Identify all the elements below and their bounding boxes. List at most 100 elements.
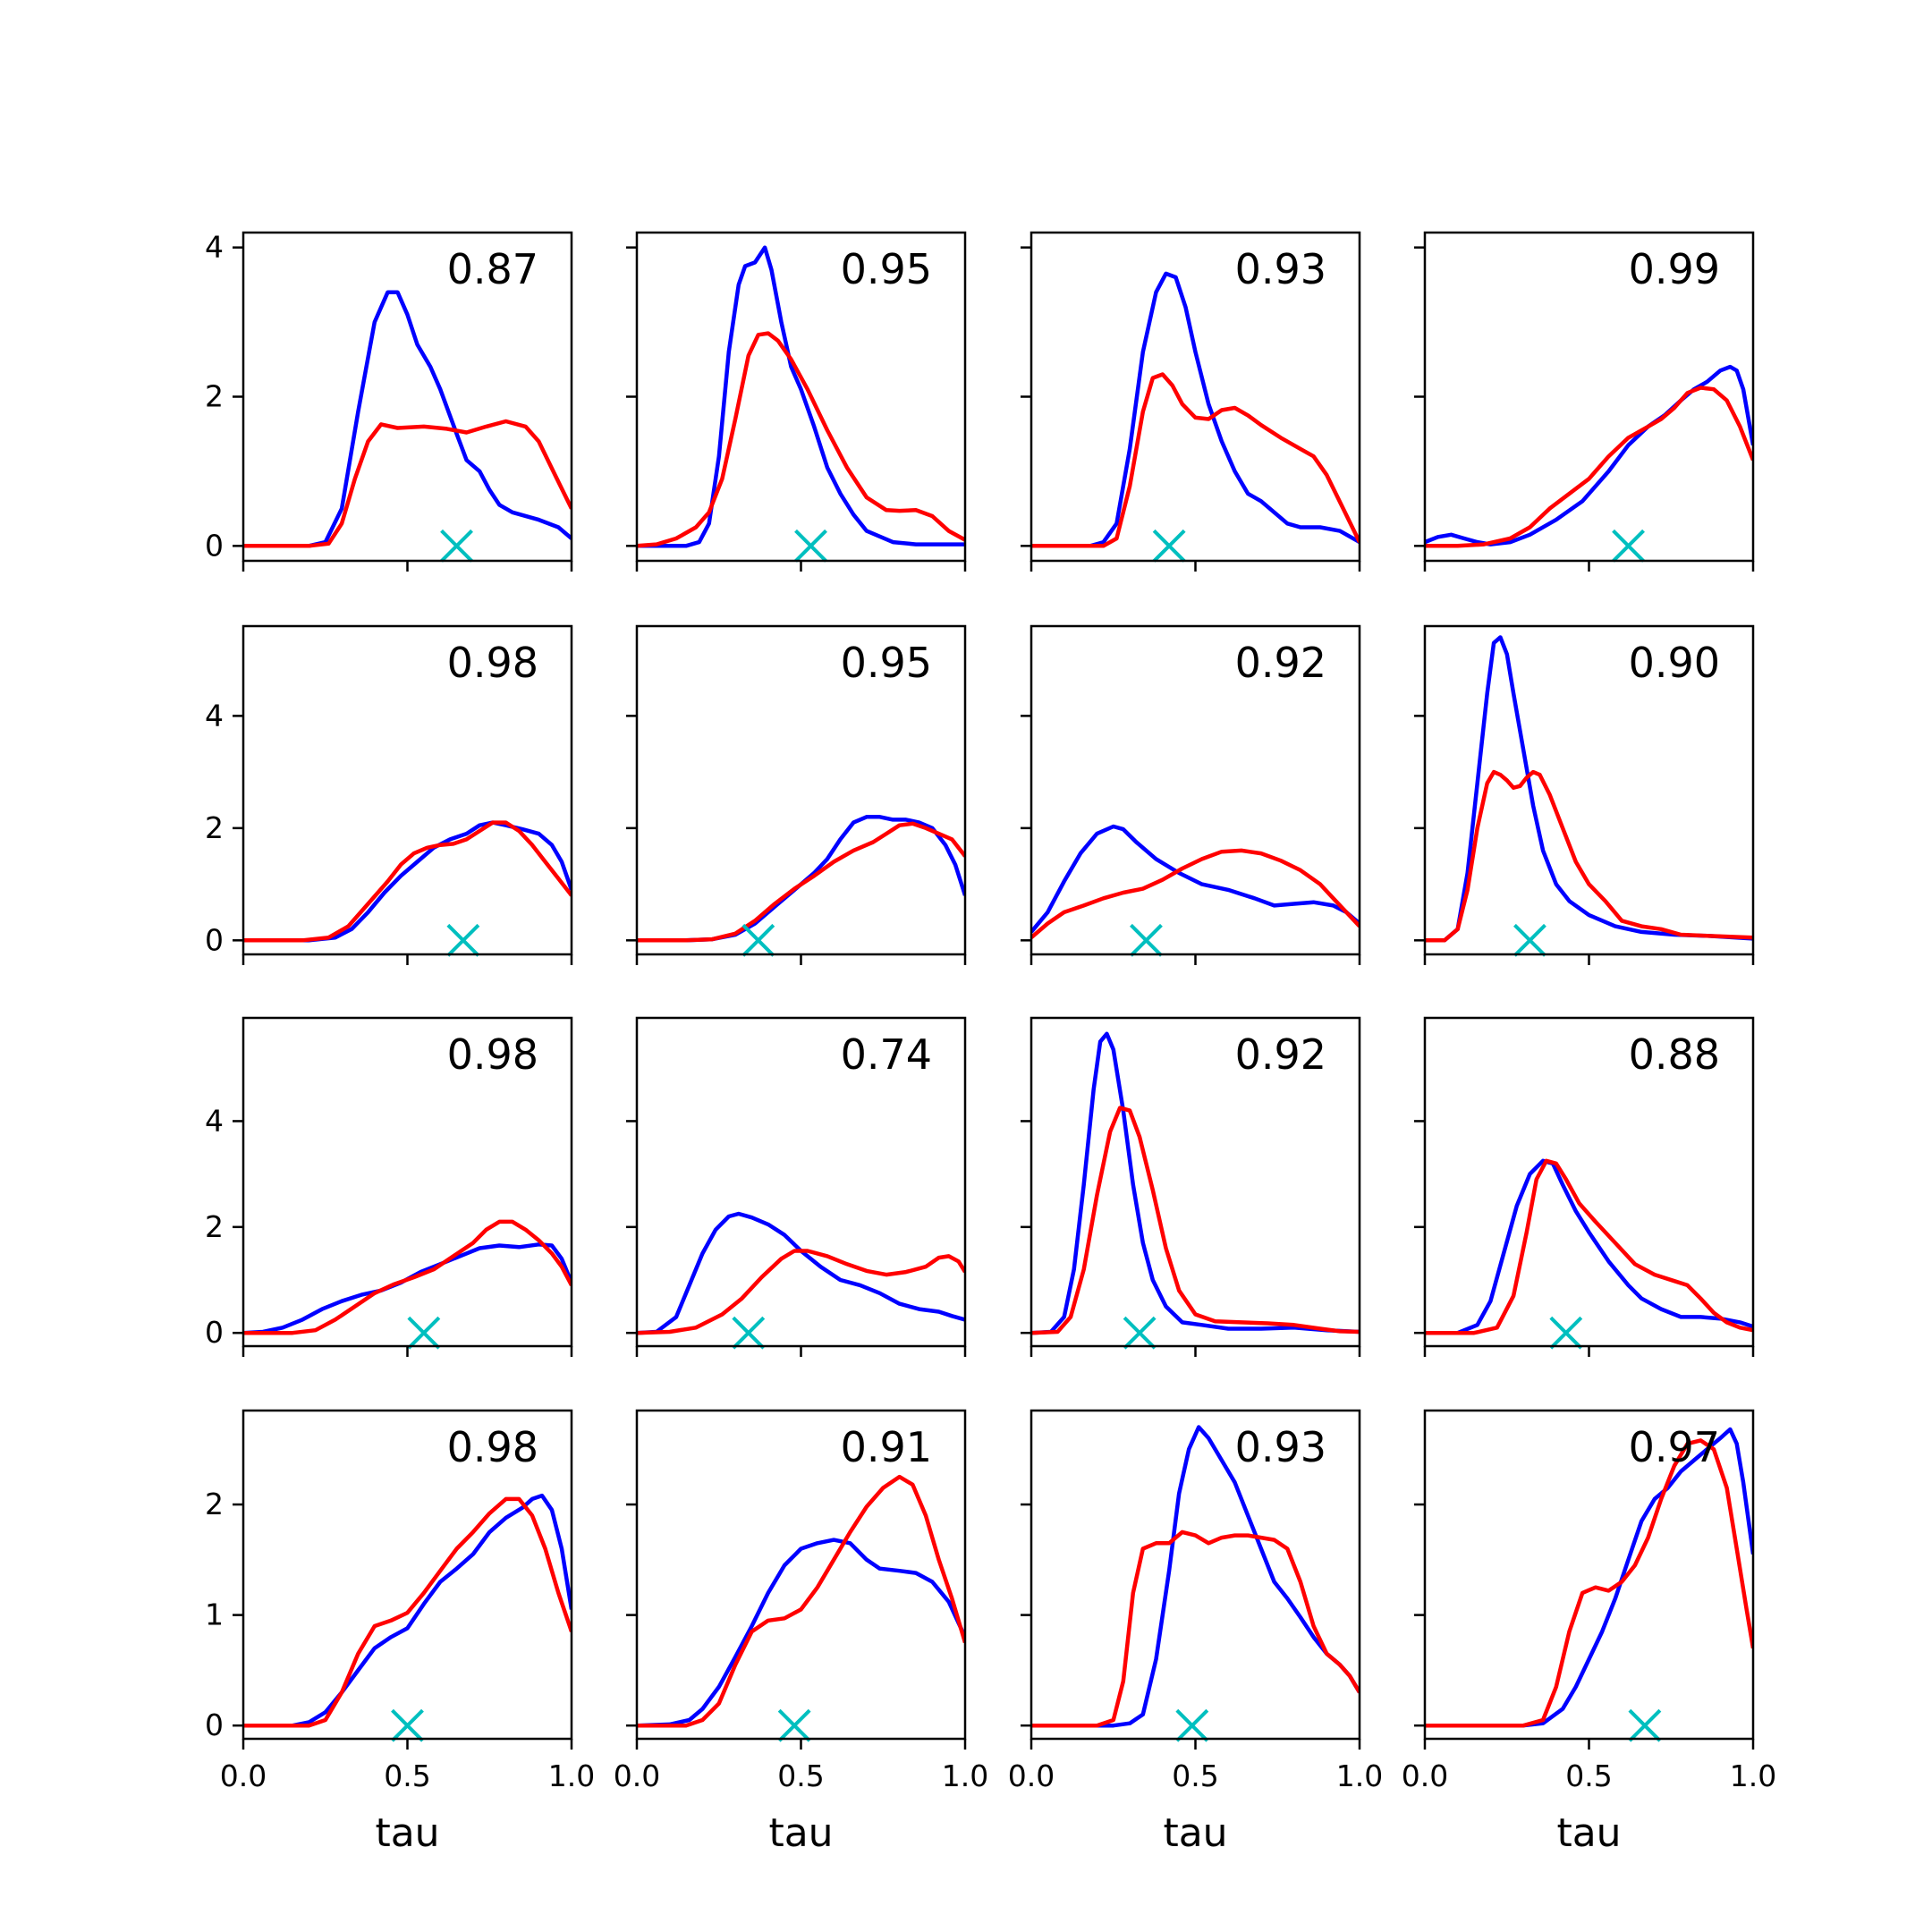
series-blue-line [243, 290, 572, 548]
series-blue-line [1031, 1425, 1360, 1728]
y-tick-label: 0 [205, 528, 224, 563]
series-blue-line [1425, 1427, 1753, 1728]
panel-3-4: 0.88 [1414, 1016, 1755, 1357]
marker-x [1513, 923, 1546, 957]
series-red-line [243, 1496, 572, 1728]
panel-2-1: 0 2 4 0.98 [205, 624, 573, 965]
marker-x [1152, 529, 1186, 563]
marker-x [1175, 1708, 1209, 1742]
x-axis-label: tau [768, 1810, 833, 1856]
series-red-line [637, 821, 965, 943]
panel-score-label: 0.98 [447, 1423, 538, 1471]
panel-score-label: 0.74 [841, 1030, 932, 1079]
panel-score-label: 0.93 [1235, 245, 1326, 293]
panel-score-label: 0.92 [1235, 639, 1326, 687]
series-red-line [637, 331, 965, 548]
marker-x [407, 1316, 441, 1350]
x-tick-label: 0.5 [384, 1758, 430, 1793]
x-tick-label: 0.5 [777, 1758, 824, 1793]
marker-x-stroke [1513, 923, 1546, 957]
panel-score-label: 0.98 [447, 639, 538, 687]
x-tick-label: 1.0 [548, 1758, 595, 1793]
marker-x [1549, 1316, 1583, 1350]
panel-4-1: 0 1 2 0.0 0.5 1.0 tau 0.98 [205, 1409, 595, 1856]
x-axis-label: tau [1556, 1810, 1621, 1856]
marker-x [1123, 1316, 1157, 1350]
marker-x [794, 529, 827, 563]
marker-x-stroke [1175, 1708, 1209, 1742]
series-blue-line [637, 1211, 965, 1335]
series-red-line [243, 820, 572, 943]
panel-2-2: 0.95 [626, 624, 967, 965]
marker-x-stroke [732, 1316, 766, 1350]
y-tick-label: 4 [205, 230, 224, 265]
series-red-line [637, 1249, 965, 1335]
panel-4-3: 0.0 0.5 1.0 tau 0.93 [1008, 1409, 1383, 1856]
x-tick-label: 0.0 [1402, 1758, 1448, 1793]
series-red-line [1425, 386, 1753, 548]
series-blue-line [1031, 271, 1360, 548]
marker-x-stroke [777, 1708, 811, 1742]
series-red-line [637, 1474, 965, 1728]
marker-x [446, 923, 480, 957]
x-tick-label: 0.0 [1008, 1758, 1055, 1793]
marker-x-stroke [1123, 1316, 1157, 1350]
y-tick-label: 2 [205, 1209, 224, 1244]
y-tick-label: 0 [205, 1315, 224, 1350]
marker-x-stroke [407, 1316, 441, 1350]
y-tick-label: 4 [205, 1103, 224, 1138]
panel-3-2: 0.74 [626, 1016, 967, 1357]
y-tick-label: 0 [205, 922, 224, 957]
series-blue-line [637, 1538, 965, 1728]
series-blue-line [637, 245, 965, 548]
series-blue-line [243, 820, 572, 943]
series-red-line [1425, 769, 1753, 943]
marker-x-stroke [1152, 529, 1186, 563]
marker-x [777, 1708, 811, 1742]
marker-x-stroke [446, 923, 480, 957]
panel-1-2: 0.95 [626, 231, 967, 572]
series-red-line [1031, 1106, 1360, 1335]
panel-2-3: 0.92 [1021, 624, 1361, 965]
panel-score-label: 0.99 [1629, 245, 1720, 293]
panel-score-label: 0.92 [1235, 1030, 1326, 1079]
panel-3-1: 0 2 4 0.98 [205, 1016, 573, 1357]
panel-4-4: 0.0 0.5 1.0 tau 0.97 [1402, 1409, 1776, 1856]
series-red-line [1031, 1530, 1360, 1728]
series-red-line [1031, 848, 1360, 939]
series-red-line [1425, 1158, 1753, 1335]
x-tick-label: 1.0 [942, 1758, 988, 1793]
marker-x-stroke [794, 529, 827, 563]
panel-score-label: 0.95 [841, 245, 932, 293]
panel-3-3: 0.92 [1021, 1016, 1361, 1357]
panel-2-4: 0.90 [1414, 624, 1755, 965]
panel-score-label: 0.95 [841, 639, 932, 687]
series-red-line [243, 419, 572, 548]
x-tick-label: 1.0 [1730, 1758, 1776, 1793]
marker-x [1612, 529, 1645, 563]
marker-x-stroke [1549, 1316, 1583, 1350]
y-tick-label: 2 [205, 810, 224, 845]
panel-score-label: 0.98 [447, 1030, 538, 1079]
series-blue-line [1425, 364, 1753, 547]
series-blue-line [637, 815, 965, 943]
marker-x [440, 529, 473, 563]
y-tick-label: 2 [205, 379, 224, 414]
x-axis-label: tau [375, 1810, 439, 1856]
panel-score-label: 0.93 [1235, 1423, 1326, 1471]
panel-score-label: 0.90 [1629, 639, 1720, 687]
series-blue-line [243, 1493, 572, 1728]
marker-x [732, 1316, 766, 1350]
series-blue-line [243, 1242, 572, 1335]
marker-x-stroke [440, 529, 473, 563]
panel-1-4: 0.99 [1414, 231, 1755, 572]
series-blue-line [1425, 1158, 1753, 1335]
marker-x-stroke [1628, 1708, 1662, 1742]
series-red-line [243, 1219, 572, 1335]
y-tick-label: 1 [205, 1597, 224, 1632]
marker-x-stroke [1612, 529, 1645, 563]
panel-score-label: 0.91 [841, 1423, 932, 1471]
x-tick-label: 1.0 [1336, 1758, 1383, 1793]
series-red-line [1031, 372, 1360, 548]
marker-x [741, 923, 775, 957]
